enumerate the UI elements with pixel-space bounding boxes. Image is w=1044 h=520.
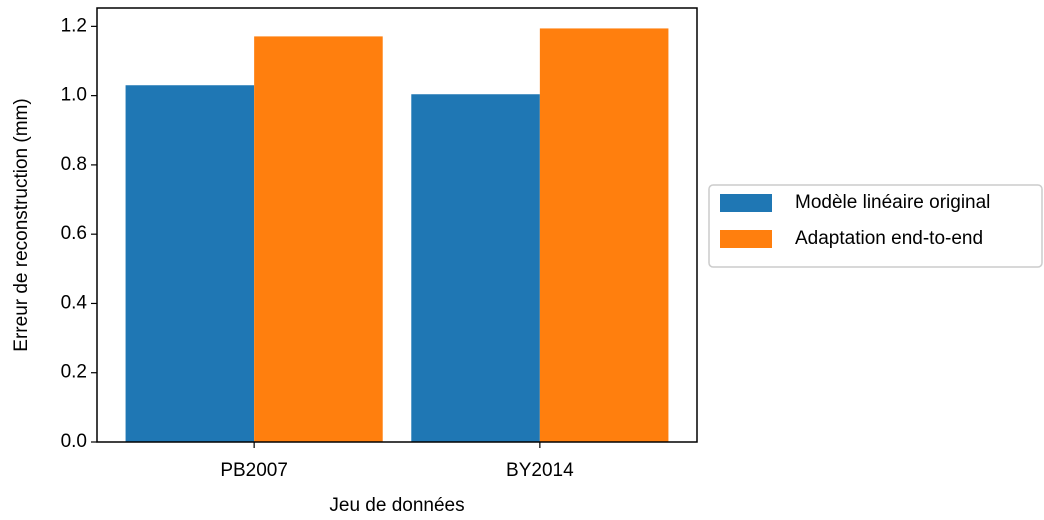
bar — [411, 94, 540, 442]
y-tick-label: 1.0 — [61, 85, 87, 106]
bar — [254, 36, 383, 443]
y-tick-label: 1.2 — [61, 15, 87, 36]
legend-swatch — [720, 194, 772, 212]
legend-swatch — [720, 230, 772, 248]
legend-label: Modèle linéaire original — [795, 192, 990, 213]
x-tick-label: PB2007 — [220, 460, 288, 481]
legend-label: Adaptation end-to-end — [795, 228, 983, 249]
bar — [125, 85, 255, 442]
y-axis-label: Erreur de reconstruction (mm) — [11, 98, 32, 351]
y-tick-label: 0.8 — [61, 154, 87, 175]
y-tick-label: 0.0 — [61, 431, 87, 452]
y-tick-label: 0.4 — [61, 292, 88, 313]
y-tick-label: 0.6 — [61, 223, 87, 244]
x-axis-label: Jeu de données — [329, 495, 464, 516]
plot-frame — [96, 7, 698, 443]
legend-box — [708, 184, 1043, 268]
bar — [539, 28, 669, 442]
y-tick-label: 0.2 — [61, 362, 87, 383]
x-tick-label: BY2014 — [506, 460, 574, 481]
